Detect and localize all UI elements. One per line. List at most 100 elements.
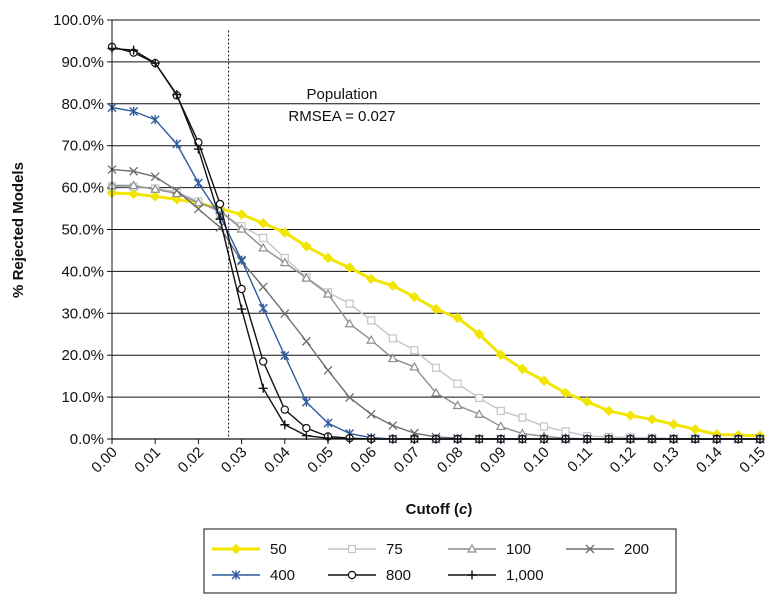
legend-marker [585, 544, 595, 554]
reference-label-rmsea: RMSEA = 0.027 [288, 108, 395, 125]
data-point [388, 421, 398, 431]
data-point [302, 423, 311, 433]
data-point [279, 257, 290, 267]
y-tick-label: 100.0% [53, 12, 104, 29]
data-point [689, 424, 701, 435]
data-point [323, 418, 333, 428]
x-tick-label: 0.11 [564, 444, 596, 476]
data-point [215, 214, 225, 224]
data-point [453, 379, 462, 388]
data-point [387, 280, 399, 291]
data-point [495, 421, 506, 431]
y-tick-label: 50.0% [61, 222, 104, 239]
legend-marker [466, 543, 478, 553]
data-point [193, 178, 203, 188]
y-tick-label: 0.0% [70, 431, 104, 448]
y-tick-label: 70.0% [61, 138, 104, 155]
data-point [128, 180, 139, 190]
legend-label: 100 [506, 541, 531, 558]
series-lines [106, 42, 766, 444]
data-point [409, 291, 420, 303]
data-point [259, 357, 268, 366]
x-tick-label: 0.14 [693, 444, 726, 477]
data-point [128, 188, 139, 200]
x-tick-label: 0.12 [607, 444, 640, 477]
legend-entry: 400 [212, 567, 295, 584]
data-point [215, 199, 225, 209]
x-tick-label: 0.13 [650, 444, 683, 477]
data-point [301, 336, 311, 346]
legend-entry: 50 [212, 541, 287, 558]
legend-marker [347, 570, 357, 580]
data-point [668, 419, 679, 430]
x-axis-title-close: ) [467, 501, 472, 518]
data-point [280, 420, 290, 430]
y-tick-labels: 0.0% 10.0% 20.0% 30.0% 40.0% 50.0% 60.0% 70.0% 8… [53, 12, 104, 448]
data-point [322, 288, 334, 298]
data-point [149, 191, 161, 202]
data-point [193, 204, 203, 214]
legend-marker [231, 570, 241, 580]
data-point [474, 409, 485, 418]
series-50 [106, 187, 766, 441]
data-point [560, 387, 571, 399]
legend-entry: 75 [328, 541, 403, 558]
data-point [473, 329, 485, 340]
legend-label: 1,000 [506, 567, 544, 584]
data-point [150, 172, 160, 182]
data-point [345, 393, 355, 402]
horizontal-gridlines [107, 19, 760, 440]
x-tick-label: 0.08 [434, 444, 467, 477]
data-point [322, 252, 334, 264]
legend-box [203, 528, 677, 594]
data-point [430, 303, 442, 315]
data-point [258, 303, 268, 313]
data-point [366, 409, 376, 419]
data-point [258, 242, 269, 252]
y-tick-label: 40.0% [61, 263, 104, 280]
data-point [539, 422, 549, 431]
data-point [150, 115, 160, 125]
data-point [236, 209, 247, 220]
y-tick-label: 60.0% [61, 180, 104, 197]
x-tick-labels: 0.00 0.01 0.02 0.03 0.04 0.05 0.06 0.07 0.08 0.09… [88, 444, 769, 477]
legend-entry: 1,000 [448, 567, 544, 584]
data-point [301, 241, 312, 252]
data-point [193, 144, 203, 154]
data-point [475, 393, 484, 403]
data-point [495, 349, 507, 360]
data-point [258, 282, 268, 292]
y-axis-title: % Rejected Models [10, 162, 27, 298]
data-point [172, 90, 182, 100]
population-rmsea-reference: Population RMSEA = 0.027 [228, 30, 396, 439]
data-point [280, 309, 290, 319]
legend-marker [467, 570, 477, 580]
axes [111, 20, 761, 444]
data-point [452, 400, 463, 410]
data-point [646, 414, 658, 425]
data-point [172, 186, 182, 195]
legend-label: 400 [270, 567, 295, 584]
legend-label: 800 [386, 567, 411, 584]
series-800 [107, 42, 765, 444]
y-tick-label: 30.0% [61, 305, 104, 322]
data-point [367, 316, 376, 325]
data-point [388, 334, 397, 343]
data-point [517, 363, 528, 375]
data-point [538, 375, 550, 386]
data-point [258, 383, 268, 393]
data-point [301, 397, 311, 407]
data-point [387, 353, 398, 363]
data-point [236, 223, 247, 233]
data-point [603, 405, 615, 417]
x-tick-label: 0.04 [261, 444, 294, 477]
data-point [257, 218, 269, 229]
x-tick-label: 0.02 [175, 444, 208, 477]
data-point [259, 233, 268, 242]
legend-entry: 100 [448, 541, 531, 558]
legend-label: 200 [624, 541, 649, 558]
data-point [193, 197, 204, 207]
legend-label: 50 [270, 541, 287, 558]
reference-label-population: Population [307, 86, 378, 103]
data-point [237, 304, 247, 314]
